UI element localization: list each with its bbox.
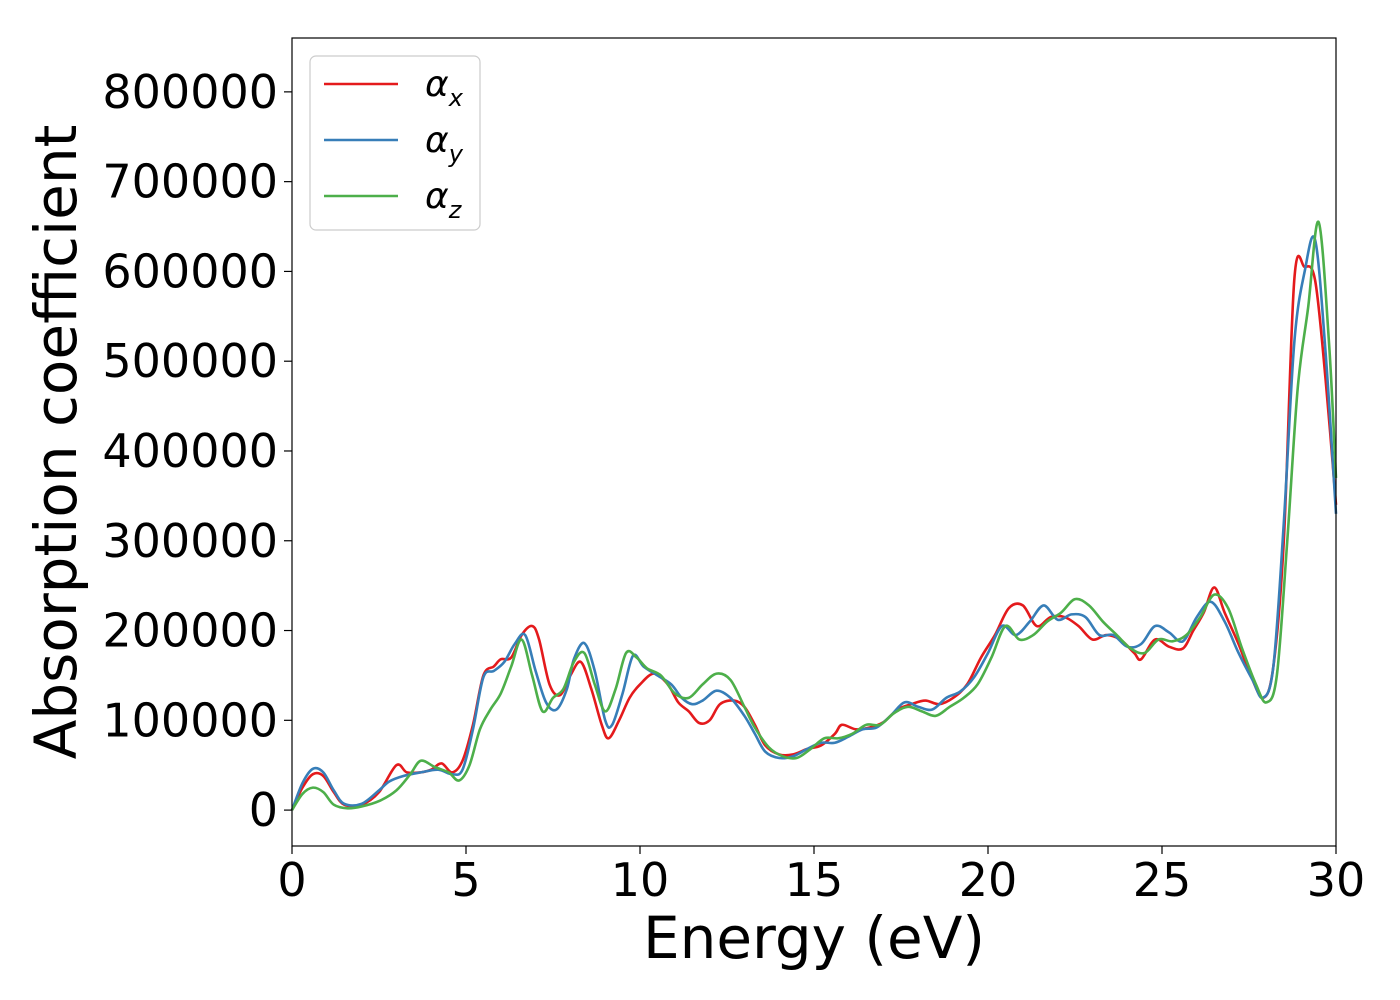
x-tick-label: 15: [785, 853, 844, 907]
series-line-alpha-z: [290, 220, 1338, 811]
y-tick-label: 400000: [102, 424, 278, 478]
legend-label-alpha-y: αy: [425, 120, 464, 168]
y-axis-title: Absorption coefficient: [22, 125, 90, 760]
x-tick-label: 0: [277, 853, 306, 907]
x-tick-label: 10: [611, 853, 670, 907]
y-tick-label: 700000: [102, 155, 278, 209]
y-tick-label: 0: [249, 783, 278, 837]
legend-label-symbol: α: [425, 176, 449, 217]
y-tick-label: 200000: [102, 604, 278, 658]
x-tick-label: 30: [1307, 853, 1366, 907]
legend-label-symbol: α: [425, 64, 449, 105]
x-tick-label: 25: [1133, 853, 1192, 907]
y-tick-label: 800000: [102, 65, 278, 119]
legend-label-subscript: x: [448, 84, 464, 112]
legend-label-alpha-x: αx: [425, 64, 464, 112]
legend-label-subscript: z: [448, 196, 463, 224]
legend-label-subscript: y: [448, 140, 464, 168]
x-axis-title: Energy (eV): [643, 904, 985, 972]
y-tick-label: 300000: [102, 514, 278, 568]
legend-label-symbol: α: [425, 120, 449, 161]
y-tick-label: 600000: [102, 244, 278, 298]
x-axis: 0 5 10 15 20 25 30: [277, 846, 1365, 907]
legend-label-alpha-z: αz: [425, 176, 463, 224]
series-line-alpha-y: [290, 235, 1338, 811]
x-tick-label: 5: [451, 853, 480, 907]
x-tick-label: 20: [959, 853, 1018, 907]
y-axis: 0 100000 200000 300000 400000 500000 600000 700…: [102, 65, 292, 837]
y-tick-label: 100000: [102, 693, 278, 747]
series-lines: [290, 220, 1338, 811]
y-tick-label: 500000: [102, 334, 278, 388]
legend-box: [309, 55, 481, 231]
